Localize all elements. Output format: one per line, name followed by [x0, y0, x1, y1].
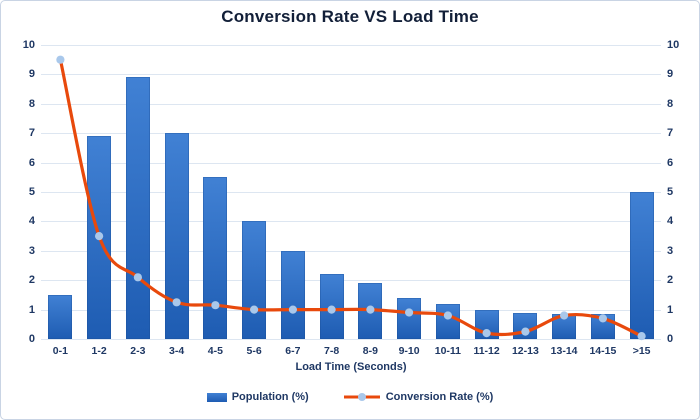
y-axis-tick-left: 10: [22, 39, 35, 51]
y-axis-tick-left: 0: [28, 333, 35, 345]
y-axis-tick-left: 6: [28, 156, 35, 169]
y-axis-tick-left: 5: [28, 186, 35, 198]
legend-conversion-label: Conversion Rate (%): [385, 391, 494, 403]
bar-population: [242, 221, 267, 339]
bar-population: [319, 274, 344, 339]
bar-population: [164, 133, 189, 339]
gridline: [41, 74, 661, 76]
bar-population: [629, 192, 654, 339]
bar-population: [87, 136, 112, 339]
legend: Population (%) Conversion Rate (%): [1, 391, 699, 403]
x-axis-tick: 14-15: [589, 345, 617, 357]
y-axis-tick-right: 0: [667, 333, 674, 345]
y-axis-tick-left: 4: [28, 215, 35, 228]
x-axis-tick: 2-3: [130, 345, 146, 357]
y-axis-tick-right: 8: [667, 97, 674, 110]
bar-population: [280, 250, 305, 339]
x-axis-title: Load Time (Seconds): [295, 361, 407, 373]
x-axis-tick: 6-7: [285, 345, 301, 357]
y-axis-tick-right: 7: [667, 127, 674, 140]
x-axis-tick: 5-6: [246, 345, 262, 357]
y-axis-tick-left: 9: [28, 68, 35, 81]
x-axis-tick: 13-14: [550, 345, 578, 357]
y-axis-tick-left: 1: [28, 303, 35, 316]
bar-population: [358, 283, 383, 339]
y-axis-tick-left: 2: [28, 274, 35, 287]
bar-population: [513, 312, 538, 339]
y-axis-tick-left: 7: [28, 127, 35, 140]
y-axis-tick-right: 9: [667, 68, 674, 81]
legend-item-conversion: Conversion Rate (%): [343, 391, 494, 403]
y-axis-tick-right: 6: [667, 156, 674, 169]
chart-title: Conversion Rate VS Load Time: [221, 7, 479, 26]
y-axis-tick-right: 1: [667, 303, 674, 316]
bar-population: [125, 77, 150, 339]
bar-population: [203, 177, 228, 339]
y-axis-tick-left: 8: [28, 97, 35, 110]
bar-population: [48, 294, 73, 339]
x-axis-tick: 0-1: [52, 345, 68, 357]
y-axis-tick-right: 4: [667, 215, 674, 228]
y-axis-tick-left: 3: [28, 244, 35, 257]
x-axis-tick: 4-5: [207, 345, 223, 357]
y-axis-tick-right: 10: [667, 39, 680, 51]
bar-population: [590, 314, 615, 339]
x-axis-tick: >15: [632, 345, 651, 357]
bar-population: [397, 297, 422, 339]
x-axis-tick: 12-13: [511, 345, 539, 357]
x-axis-tick: 7-8: [324, 345, 340, 357]
legend-population-label: Population (%): [231, 391, 309, 403]
line-marker: [56, 55, 65, 64]
legend-bar-swatch-icon: [206, 392, 227, 402]
legend-line-swatch-icon: [343, 393, 380, 401]
x-axis-tick: 10-11: [434, 345, 462, 357]
gridline: [41, 339, 661, 340]
y-axis-tick-right: 3: [667, 244, 674, 257]
bar-population: [552, 314, 577, 339]
x-axis-tick: 11-12: [473, 345, 500, 357]
x-axis-tick: 8-9: [362, 345, 378, 357]
legend-line-marker: [357, 393, 366, 401]
legend-item-population: Population (%): [206, 391, 309, 403]
gridline: [41, 45, 661, 46]
x-axis-tick: 3-4: [169, 345, 185, 357]
x-axis-tick: 9-10: [398, 345, 420, 357]
bar-population: [435, 303, 460, 339]
x-axis-tick: 1-2: [91, 345, 107, 357]
y-axis-tick-right: 2: [667, 274, 674, 287]
bar-population: [474, 309, 499, 339]
y-axis-tick-right: 5: [667, 186, 674, 198]
